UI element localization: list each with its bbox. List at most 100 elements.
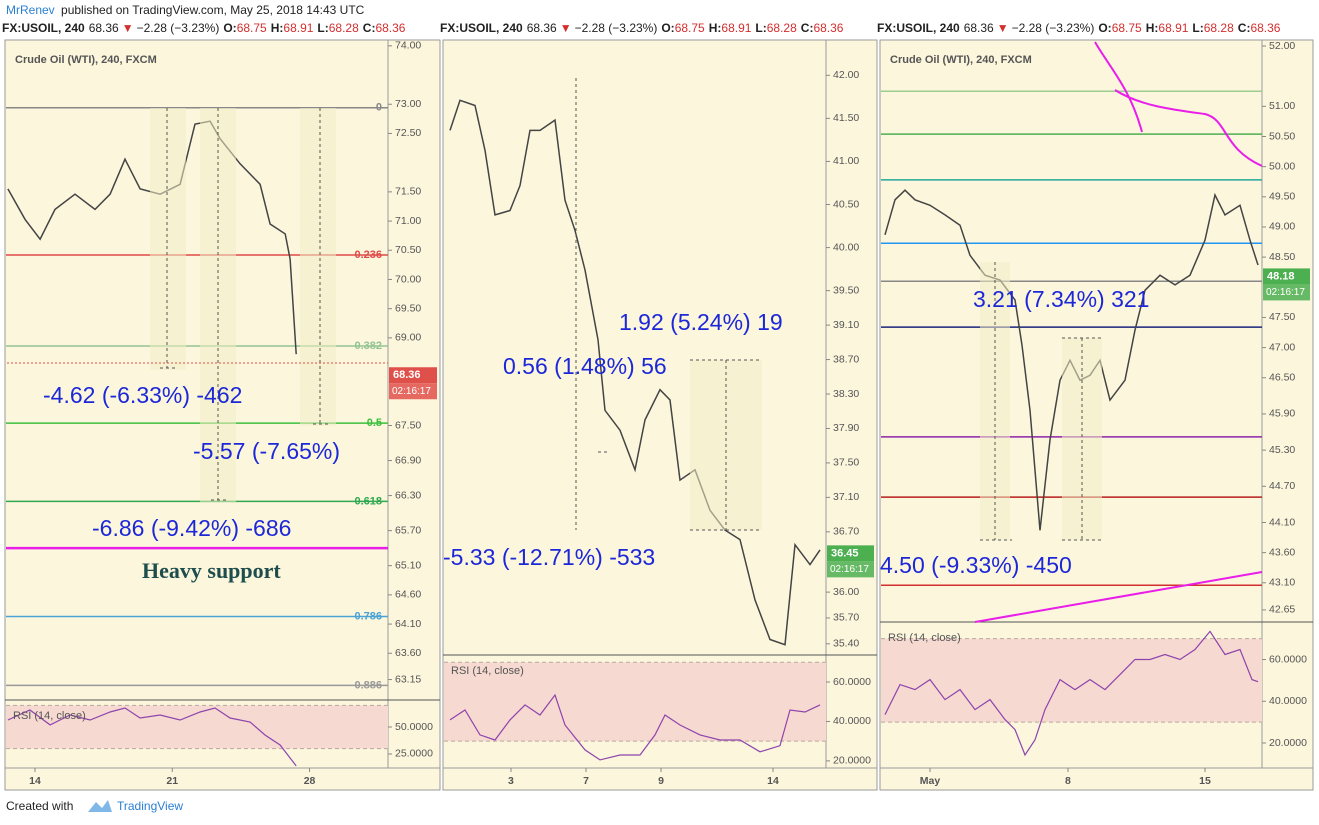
ohlc-key: C: [363,21,376,35]
rsi-line [7,707,297,767]
rsi-tick-label: 50.0000 [395,721,433,733]
y-tick-label: 71.50 [395,186,421,198]
y-tick-label: 66.30 [395,489,421,501]
y-tick-label: 43.60 [1269,546,1295,558]
x-tick-label: 9 [658,775,664,787]
y-tick-label: 46.50 [1269,372,1295,384]
y-tick-label: 67.50 [395,419,421,431]
y-tick-label: 39.10 [833,319,859,331]
countdown: 02:16:17 [830,564,869,575]
rsi-tick-label: 20.0000 [833,755,871,767]
rsi-tick-label: 20.0000 [1269,737,1307,749]
footer: Created with TradingView [6,799,183,813]
level-label: 0.618 [354,495,382,507]
price-tag [389,367,437,384]
y-tick-label: 72.50 [395,127,421,139]
y-tick-label: 47.00 [1269,341,1295,353]
ohlc-key: L: [755,21,766,35]
price-tag-label: 48.18 [1267,270,1295,282]
annotations: -4.62 (-6.33%) -462 -5.57 (-7.65%) -6.86 (… [43,286,1149,583]
y-tick-label: 35.70 [833,612,859,624]
x-tick-label: 3 [508,775,514,787]
chart-panel: FX:USOIL, 240 68.36 ▼ −2.28 (−3.23%) O:68.75… [877,21,1314,791]
legend: Crude Oil (WTI), 240, FXCM [890,54,1032,66]
author[interactable]: MrRenev [6,3,55,17]
x-tick-label: 28 [304,775,316,787]
price-tag [1263,268,1310,285]
ohlc-key: L: [317,21,328,35]
countdown: 02:16:17 [392,386,431,397]
annotation: -5.57 (-7.65%) [193,438,340,464]
y-tick-label: 40.00 [833,241,859,253]
change: −2.28 (−3.23%) [1012,21,1095,35]
rsi-band [881,638,1262,723]
y-tick-label: 45.30 [1269,444,1295,456]
panels: FX:USOIL, 240 68.36 ▼ −2.28 (−3.23%) O:68.75… [2,21,1314,791]
countdown: 02:16:17 [1266,287,1305,298]
rsi-title: RSI (14, close) [451,665,524,677]
level-label: 0.5 [367,417,382,429]
ohlc-value: 68.75 [675,21,705,35]
ohlc-value: 68.28 [767,21,797,35]
ohlc-value: 68.28 [329,21,359,35]
rsi-tick-label: 25.0000 [395,748,433,760]
rsi-band [444,662,826,742]
y-tick-label: 49.50 [1269,191,1295,203]
measure-arrow [980,262,1102,541]
y-tick-label: 74.00 [395,40,421,52]
y-tick-label: 52.00 [1269,40,1295,52]
y-tick-label: 73.00 [395,98,421,110]
y-tick-label: 65.70 [395,524,421,536]
y-tick-label: 35.40 [833,638,859,650]
y-tick-label: 63.60 [395,647,421,659]
measure-box [150,108,186,370]
rsi-tick-label: 60.0000 [833,676,871,688]
ohlc-key: C: [801,21,814,35]
chart-panel: FX:USOIL, 240 68.36 ▼ −2.28 (−3.23%) O:68.75… [440,21,878,791]
annotation: 3.21 (7.34%) 321 [973,286,1149,312]
annotation: Heavy support [142,558,281,583]
y-tick-label: 70.50 [395,244,421,256]
y-tick-label: 42.00 [833,69,859,81]
level-label: 0.886 [354,679,382,691]
y-tick-label: 64.60 [395,589,421,601]
ohlc-key: L: [1192,21,1203,35]
arrow: ▼ [560,21,572,35]
drawings [7,41,1263,623]
ohlc-key: O: [1098,21,1111,35]
y-tick-label: 41.50 [833,112,859,124]
publisher-line: MrRenev published on TradingView.com, Ma… [6,3,365,17]
x-tick-label: 8 [1065,775,1071,787]
y-tick-label: 71.00 [395,215,421,227]
change: −2.28 (−3.23%) [575,21,658,35]
measure-arrow [575,78,762,531]
y-tick-label: 64.10 [395,618,421,630]
rsi-tick-label: 40.0000 [1269,695,1307,707]
ohlc-key: H: [709,21,722,35]
last: 68.36 [527,21,557,35]
y-tick-label: 69.00 [395,332,421,344]
y-tick-label: 36.00 [833,586,859,598]
ohlc-value: 68.28 [1204,21,1234,35]
rsi-title: RSI (14, close) [13,710,86,722]
legend: Crude Oil (WTI), 240, FXCM [15,54,157,66]
annotation: -4.62 (-6.33%) -462 [43,382,242,408]
y-tick-label: 51.00 [1269,100,1295,112]
rsi-tick-label: 60.0000 [1269,653,1307,665]
level-label: 0.236 [354,249,382,261]
y-tick-label: 44.70 [1269,480,1295,492]
footer-text: Created with [6,799,73,813]
symbol: FX:USOIL, 240 [877,21,960,35]
level-label: 0.382 [354,340,382,352]
annotation: 0.56 (1.48%) 56 [503,353,667,379]
countdown-tag [1263,284,1310,301]
arrow: ▼ [122,21,134,35]
ohlc-value: 68.91 [721,21,751,35]
x-tick-label: 21 [166,775,178,787]
y-tick-label: 63.15 [395,673,421,685]
footer-brand[interactable]: TradingView [117,799,183,813]
ohlc-value: 68.36 [813,21,843,35]
y-tick-label: 37.50 [833,457,859,469]
